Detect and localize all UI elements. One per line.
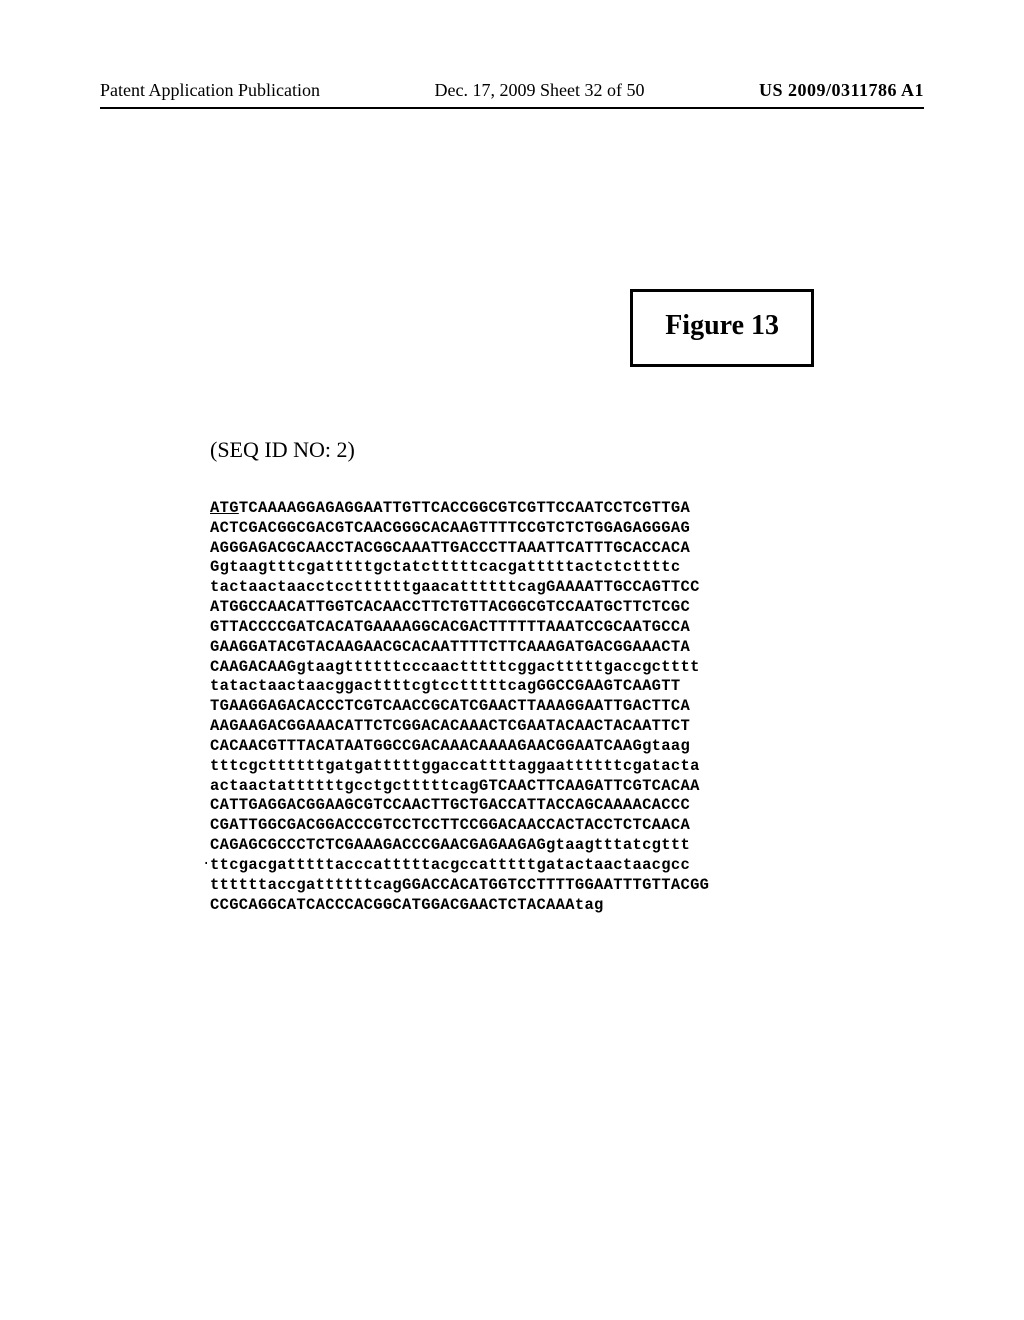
- page-container: Patent Application Publication Dec. 17, …: [0, 0, 1024, 1320]
- seq-id-label: (SEQ ID NO: 2): [210, 437, 924, 463]
- header-left: Patent Application Publication: [100, 80, 320, 101]
- margin-tick: ·: [202, 856, 210, 872]
- figure-label-wrap: Figure 13: [100, 289, 814, 367]
- sequence-body: TCAAAAGGAGAGGAATTGTTCACCGGCGTCGTTCCAATCC…: [210, 499, 709, 914]
- sequence-block: ATGTCAAAAGGAGAGGAATTGTTCACCGGCGTCGTTCCAA…: [210, 499, 924, 915]
- page-header: Patent Application Publication Dec. 17, …: [100, 80, 924, 109]
- header-center: Dec. 17, 2009 Sheet 32 of 50: [434, 80, 644, 101]
- figure-label-box: Figure 13: [630, 289, 814, 367]
- header-right: US 2009/0311786 A1: [759, 80, 924, 101]
- start-codon: ATG: [210, 499, 239, 517]
